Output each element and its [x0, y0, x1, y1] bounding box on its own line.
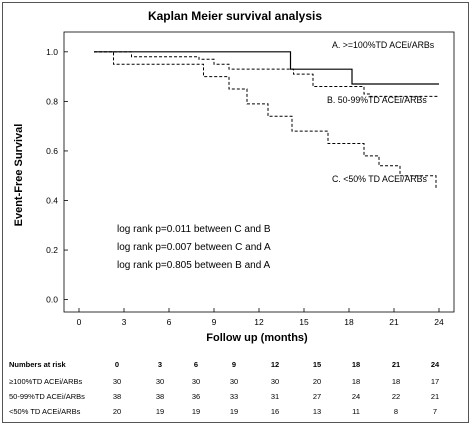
risk-row-label: ≥100%TD ACEi/ARBs [9, 377, 83, 386]
series-layer [94, 51, 439, 189]
risk-time: 0 [115, 360, 119, 369]
y-axis: 0.0 0.2 0.4 0.6 0.8 1.0 [46, 47, 68, 305]
x-tick-label: 15 [299, 317, 309, 327]
y-tick-label: 0.6 [46, 146, 58, 156]
risk-row-label: <50% TD ACEi/ARBs [9, 407, 81, 416]
y-tick-label: 1.0 [46, 47, 58, 57]
series-labels: A. >=100%TD ACEi/ARBs B. 50-99%TD ACEi/AR… [327, 40, 435, 184]
risk-cell: 24 [352, 392, 360, 401]
x-tick-label: 18 [344, 317, 354, 327]
risk-cell: 19 [156, 407, 164, 416]
logrank-b-vs-a: log rank p=0.805 between B and A [117, 260, 271, 271]
risk-row: 50-99%TD ACEi/ARBs 38 38 36 33 31 27 24 22 21 [9, 392, 439, 401]
series-c-label: C. <50% TD ACEi/ARBs [332, 174, 428, 184]
risk-row: <50% TD ACEi/ARBs 20 19 19 19 16 13 11 8 7 [9, 407, 437, 416]
y-axis-label: Event-Free Survival [13, 124, 25, 227]
x-tick-label: 24 [434, 317, 444, 327]
risk-cell: 19 [230, 407, 238, 416]
x-tick-label: 9 [212, 317, 217, 327]
series-c-curve [94, 51, 437, 189]
risk-cell: 38 [113, 392, 121, 401]
risk-cell: 20 [113, 407, 121, 416]
risk-cell: 30 [271, 377, 279, 386]
series-a-label: A. >=100%TD ACEi/ARBs [332, 40, 435, 50]
risk-cell: 18 [352, 377, 360, 386]
risk-time: 21 [392, 360, 400, 369]
risk-table-header: Numbers at risk [9, 360, 67, 369]
risk-table: 0 3 6 9 12 15 18 21 24≥100%TD ACEi/ARBs 30 30 30 30 3… [9, 360, 440, 416]
series-b-curve [94, 51, 439, 97]
risk-time: 9 [232, 360, 236, 369]
risk-time: 24 [431, 360, 440, 369]
x-tick-label: 0 [77, 317, 82, 327]
risk-cell: 30 [156, 377, 164, 386]
chart-title: Kaplan Meier survival analysis [148, 9, 322, 23]
series-a-curve [94, 51, 439, 85]
x-axis: 0 3 6 9 12 15 18 21 24 [77, 308, 444, 327]
risk-row: ≥100%TD ACEi/ARBs 30 30 30 30 30 20 18 18 17 [9, 377, 439, 386]
x-tick-label: 21 [389, 317, 399, 327]
risk-cell: 38 [156, 392, 164, 401]
risk-cell: 20 [313, 377, 321, 386]
risk-time: 12 [271, 360, 279, 369]
y-tick-label: 0.0 [46, 295, 58, 305]
risk-row-label: 50-99%TD ACEi/ARBs [9, 392, 85, 401]
risk-cell: 17 [431, 377, 439, 386]
x-tick-label: 6 [167, 317, 172, 327]
risk-cell: 30 [113, 377, 121, 386]
risk-cell: 8 [394, 407, 398, 416]
x-tick-label: 3 [122, 317, 127, 327]
risk-cell: 27 [313, 392, 321, 401]
risk-cell: 30 [192, 377, 200, 386]
risk-time: 6 [194, 360, 198, 369]
y-tick-label: 0.8 [46, 96, 58, 106]
logrank-c-vs-b: log rank p=0.011 between C and B [117, 224, 271, 235]
risk-cell: 33 [230, 392, 238, 401]
risk-cell: 36 [192, 392, 200, 401]
y-tick-label: 0.2 [46, 245, 58, 255]
risk-time: 15 [313, 360, 321, 369]
risk-time: 18 [352, 360, 360, 369]
risk-cell: 7 [433, 407, 437, 416]
risk-time: 3 [158, 360, 162, 369]
risk-cell: 30 [230, 377, 238, 386]
x-tick-label: 12 [254, 317, 264, 327]
risk-cell: 13 [313, 407, 321, 416]
risk-cell: 21 [431, 392, 439, 401]
risk-cell: 19 [192, 407, 200, 416]
risk-cell: 16 [271, 407, 279, 416]
y-tick-label: 0.4 [46, 195, 58, 205]
risk-cell: 22 [392, 392, 400, 401]
risk-cell: 31 [271, 392, 279, 401]
logrank-c-vs-a: log rank p=0.007 between C and A [117, 242, 271, 253]
risk-cell: 18 [392, 377, 400, 386]
series-b-label: B. 50-99%TD ACEi/ARBs [327, 95, 427, 105]
risk-cell: 11 [352, 407, 360, 416]
x-axis-label: Follow up (months) [206, 332, 308, 344]
